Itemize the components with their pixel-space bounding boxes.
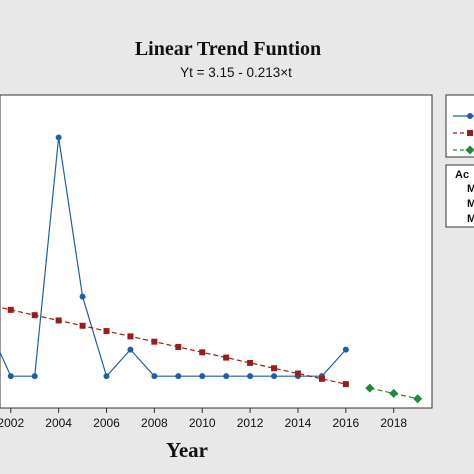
actual-point xyxy=(223,373,230,380)
x-tick-label: 2016 xyxy=(332,416,359,430)
fits-point xyxy=(103,328,110,335)
x-tick-label: 2004 xyxy=(45,416,72,430)
fits-point xyxy=(247,359,254,366)
accuracy-row-1: M xyxy=(467,183,474,195)
actual-point xyxy=(175,373,182,380)
legend-entry-actual xyxy=(453,113,474,119)
actual-point xyxy=(31,373,38,380)
x-tick-label: 2010 xyxy=(189,416,216,430)
chart-title: Linear Trend Funtion xyxy=(135,38,321,60)
fits-point xyxy=(151,338,158,345)
legend-marker xyxy=(465,145,474,155)
x-tick-label: 2002 xyxy=(0,416,24,430)
forecasts-series xyxy=(365,383,423,404)
legend-entry-fits xyxy=(453,130,474,136)
actual-point xyxy=(342,346,349,353)
accuracy-row-3: M xyxy=(467,213,474,225)
x-tick-label: 2014 xyxy=(285,416,312,430)
x-axis-label: Year xyxy=(166,438,208,462)
legend: Ac M M M xyxy=(445,94,474,228)
x-axis: 2002 2004 2006 2008 2010 2012 2014 2016 2018 xyxy=(0,408,407,430)
x-tick-label: 2012 xyxy=(237,416,264,430)
fits-line xyxy=(0,306,346,385)
fits-point xyxy=(175,343,182,350)
fits-series xyxy=(0,306,349,388)
fits-point xyxy=(294,370,301,377)
fits-point xyxy=(7,306,14,313)
fits-point xyxy=(199,349,206,356)
actual-point xyxy=(127,346,134,353)
x-tick-label: 2018 xyxy=(380,416,407,430)
actual-point xyxy=(151,373,158,380)
x-tick-label: 2008 xyxy=(141,416,168,430)
forecasts-point xyxy=(365,383,375,393)
fits-point xyxy=(223,354,230,361)
fits-point xyxy=(127,333,134,340)
chart-subtitle: Yt = 3.15 - 0.213×t xyxy=(180,65,292,80)
actual-point xyxy=(7,373,14,380)
legend-marker xyxy=(467,130,473,136)
actual-point xyxy=(271,373,278,380)
fits-point xyxy=(31,312,38,319)
forecasts-point xyxy=(413,394,423,404)
actual-line xyxy=(0,137,347,378)
actual-point xyxy=(199,373,206,380)
accuracy-box xyxy=(445,164,474,228)
actual-point xyxy=(55,134,62,141)
accuracy-heading: Ac xyxy=(455,169,469,181)
series-layer xyxy=(0,134,423,404)
actual-series xyxy=(0,134,349,380)
plot-area xyxy=(0,94,433,409)
fits-point xyxy=(342,381,349,388)
fits-point xyxy=(79,322,86,329)
actual-point xyxy=(79,293,86,300)
legend-marker xyxy=(467,113,473,119)
fits-point xyxy=(55,317,62,324)
x-tick-label: 2006 xyxy=(93,416,120,430)
legend-entry-forecasts xyxy=(453,145,474,155)
actual-point xyxy=(247,373,254,380)
actual-point xyxy=(103,373,110,380)
fits-point xyxy=(318,375,325,382)
fits-point xyxy=(271,365,278,372)
forecasts-point xyxy=(389,388,399,398)
accuracy-row-2: M xyxy=(467,198,474,210)
